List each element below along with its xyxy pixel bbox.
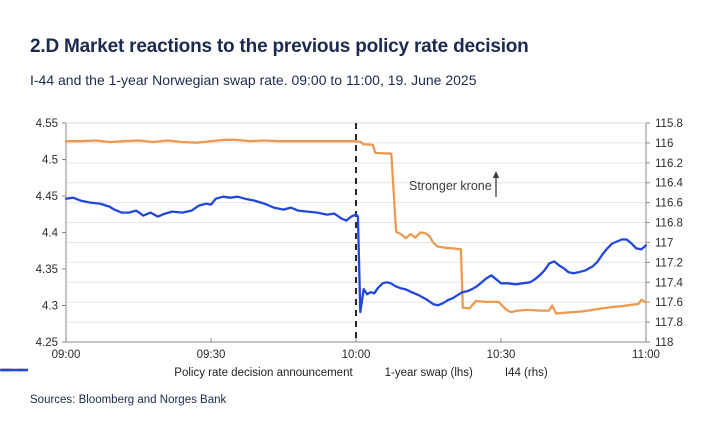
- right-axis-tick-label: 117.4: [655, 277, 684, 289]
- up-arrow-head-icon: [492, 171, 500, 178]
- legend-item-i44: I44 (rhs): [0, 367, 548, 379]
- x-axis-tick-label: 09:00: [52, 349, 81, 361]
- legend-item-swap: 1-year swap (lhs): [0, 367, 473, 379]
- right-axis-tick-label: 116.6: [655, 198, 683, 210]
- swap-rate-line: [64, 138, 648, 315]
- chart-legend: Policy rate decision announcement 1-year…: [0, 367, 722, 379]
- right-axis-tick-label: 117.8: [655, 317, 683, 329]
- left-axis-tick-label: 4.35: [36, 264, 58, 276]
- right-axis-tick-label: 115.8: [655, 118, 683, 130]
- i44-line: [64, 195, 648, 314]
- right-axis-tick-label: 116.8: [655, 218, 683, 230]
- left-axis-tick-label: 4.45: [36, 191, 58, 203]
- right-axis-tick-label: 117: [655, 237, 673, 249]
- x-axis-tick-label: 10:00: [342, 349, 371, 361]
- x-axis-tick-label: 09:30: [197, 349, 226, 361]
- left-axis-tick-label: 4.4: [42, 228, 59, 240]
- right-axis-tick-label: 117.6: [655, 297, 683, 309]
- left-axis-tick-label: 4.55: [36, 118, 58, 130]
- page-title: 2.D Market reactions to the previous pol…: [30, 36, 529, 57]
- blue-line-icon: [0, 368, 28, 372]
- left-axis-tick-label: 4.25: [36, 337, 58, 349]
- legend-label-policy-announcement: Policy rate decision announcement: [174, 367, 353, 379]
- x-axis-tick-label: 10:30: [487, 349, 516, 361]
- x-axis-tick-label: 11:00: [632, 349, 660, 361]
- right-axis-tick-label: 116.4: [655, 178, 684, 190]
- left-axis-tick-label: 4.3: [42, 301, 58, 313]
- stronger-krone-annotation: Stronger krone: [409, 179, 492, 193]
- right-axis-tick-label: 116.2: [655, 158, 683, 170]
- legend-label-i44: I44 (rhs): [504, 367, 548, 379]
- legend-label-swap: 1-year swap (lhs): [384, 367, 473, 379]
- chart-subtitle: I-44 and the 1-year Norwegian swap rate.…: [30, 72, 477, 88]
- legend-item-policy-announcement: Policy rate decision announcement: [1, 367, 353, 379]
- left-axis-tick-label: 4.5: [42, 155, 58, 167]
- right-axis-tick-label: 116: [655, 138, 673, 150]
- right-axis-tick-label: 118: [655, 337, 673, 349]
- right-axis-tick-label: 117.2: [655, 257, 683, 269]
- sources-note: Sources: Bloomberg and Norges Bank: [30, 394, 227, 406]
